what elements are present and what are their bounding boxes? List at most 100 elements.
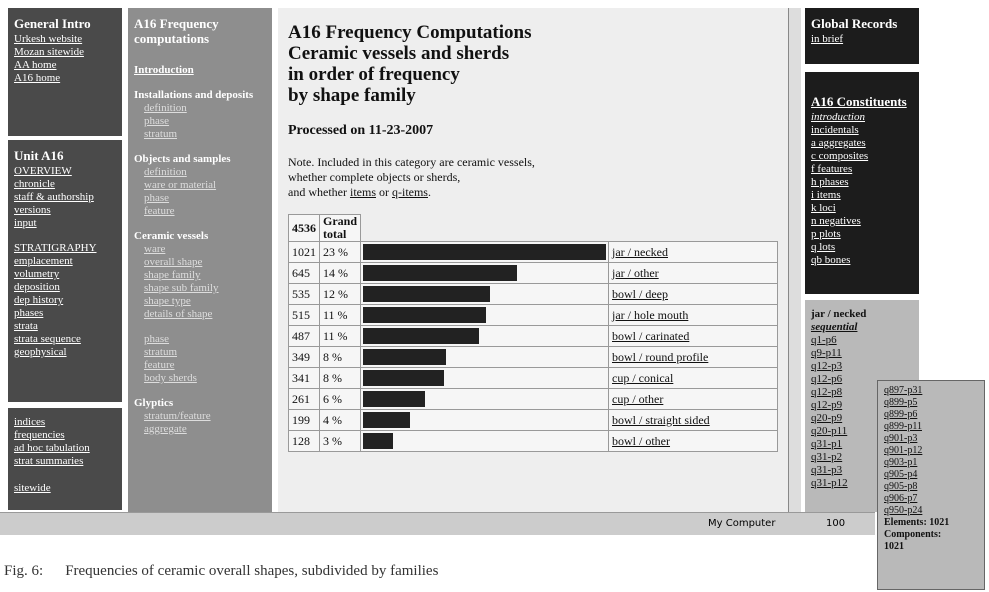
nav-link[interactable]: q901-p12 (884, 445, 923, 456)
shape-link[interactable]: jar / hole mouth (608, 304, 778, 326)
nav-link[interactable]: q lots (811, 241, 836, 253)
nav-link[interactable]: STRATIGRAPHY (14, 242, 97, 254)
nav-link[interactable]: introduction (811, 111, 865, 123)
nav-link[interactable]: q1-p6 (811, 334, 837, 346)
nav-link[interactable]: stratum (144, 128, 177, 140)
nav-link[interactable]: shape sub family (144, 282, 219, 294)
nav-link[interactable]: dep history (14, 294, 64, 306)
nav-link[interactable]: phases (14, 307, 44, 319)
nav-link[interactable]: emplacement (14, 255, 73, 267)
nav-link[interactable]: q12-p6 (811, 373, 843, 385)
nav-link[interactable]: shape family (144, 269, 201, 281)
nav-link[interactable]: n negatives (811, 215, 861, 227)
nav-link[interactable]: chronicle (14, 178, 55, 190)
nav-link[interactable]: versions (14, 204, 51, 216)
nav-link[interactable]: q903-p1 (884, 457, 918, 468)
nav-link[interactable]: A16 home (14, 72, 61, 84)
nav-link[interactable]: q905-p4 (884, 469, 918, 480)
nav-link[interactable]: feature (144, 205, 175, 217)
nav-link[interactable]: q899-p5 (884, 397, 918, 408)
scrollbar[interactable] (788, 8, 801, 512)
nav-link[interactable]: input (14, 217, 37, 229)
nav-link[interactable]: stratum/feature (144, 410, 211, 422)
nav-link[interactable]: feature (144, 359, 175, 371)
nav-link[interactable]: q950-p24 (884, 505, 923, 516)
nav-link[interactable]: in brief (811, 33, 844, 45)
bar (363, 286, 491, 302)
nav-link[interactable]: details of shape (144, 308, 213, 320)
nav-link[interactable]: q31-p3 (811, 464, 843, 476)
shape-link[interactable]: bowl / carinated (608, 325, 778, 347)
nav-link[interactable]: AA home (14, 59, 57, 71)
nav-link[interactable]: deposition (14, 281, 60, 293)
nav-link[interactable]: q31-p1 (811, 438, 843, 450)
nav-link[interactable]: indices (14, 416, 46, 428)
nav-link[interactable]: q20-p11 (811, 425, 848, 437)
nav-link[interactable]: c composites (811, 150, 869, 162)
shape-link[interactable]: jar / other (608, 262, 778, 284)
nav-link[interactable]: ad hoc tabulation (14, 442, 90, 454)
nav-link[interactable]: strat summaries (14, 455, 84, 467)
shape-link[interactable]: bowl / deep (608, 283, 778, 305)
shape-link[interactable]: cup / other (608, 388, 778, 410)
nav-link[interactable]: overall shape (144, 256, 203, 268)
nav-link[interactable]: q20-p9 (811, 412, 843, 424)
shape-link[interactable]: bowl / other (608, 430, 778, 452)
nav-link[interactable]: i items (811, 189, 841, 201)
note-link[interactable]: q-items (391, 185, 428, 199)
note-link[interactable]: items (349, 185, 376, 199)
nav-link[interactable]: definition (144, 102, 187, 114)
frame-title[interactable]: A16 Constituents (811, 94, 907, 109)
nav-link[interactable]: q897-p31 (884, 385, 923, 396)
nav-link[interactable]: q9-p11 (811, 347, 842, 359)
shape-link[interactable]: jar / necked (608, 241, 778, 263)
nav-link[interactable]: OVERVIEW (14, 165, 72, 177)
nav-link[interactable]: q906-p7 (884, 493, 918, 504)
nav-link[interactable]: q31-p12 (811, 477, 848, 489)
table-row: 261 6 % cup / other (288, 388, 778, 410)
nav-link[interactable]: volumetry (14, 268, 60, 280)
main-title: A16 Frequency Computations Ceramic vessel… (288, 22, 778, 106)
nav-link[interactable]: staff & authorship (14, 191, 94, 203)
nav-link[interactable]: q31-p2 (811, 451, 843, 463)
nav-link[interactable]: q12-p9 (811, 399, 843, 411)
nav-link[interactable]: f features (811, 163, 853, 175)
nav-link[interactable]: frequencies (14, 429, 65, 441)
nav-link[interactable]: strata (14, 320, 38, 332)
nav-link[interactable]: Mozan sitewide (14, 46, 84, 58)
nav-link[interactable]: p plots (811, 228, 841, 240)
nav-link[interactable]: q12-p8 (811, 386, 843, 398)
nav-link[interactable]: geophysical (14, 346, 67, 358)
nav-link[interactable]: ware (144, 243, 166, 255)
count: 199 (288, 409, 320, 431)
nav-link[interactable]: k loci (811, 202, 836, 214)
bar-cell (360, 346, 610, 368)
nav-link[interactable]: phase (144, 333, 170, 345)
nav-link[interactable]: sitewide (14, 482, 51, 494)
nav-link[interactable]: Introduction (134, 64, 194, 76)
nav-link[interactable]: phase (144, 115, 170, 127)
nav-link[interactable]: Urkesh website (14, 33, 83, 45)
nav-link[interactable]: q899-p6 (884, 409, 918, 420)
nav-link[interactable]: stratum (144, 346, 177, 358)
nav-link[interactable]: aggregate (144, 423, 187, 435)
nav-link[interactable]: shape type (144, 295, 191, 307)
nav-link[interactable]: definition (144, 166, 187, 178)
nav-link[interactable]: q901-p3 (884, 433, 918, 444)
popup-components: Components: (884, 529, 942, 540)
nav-link[interactable]: incidentals (811, 124, 859, 136)
nav-link[interactable]: q899-p11 (884, 421, 922, 432)
shape-link[interactable]: bowl / round profile (608, 346, 778, 368)
nav-link[interactable]: strata sequence (14, 333, 81, 345)
nav-link[interactable]: a aggregates (811, 137, 866, 149)
nav-link[interactable]: sequential (811, 321, 858, 333)
nav-link[interactable]: h phases (811, 176, 849, 188)
nav-link[interactable]: ware or material (144, 179, 217, 191)
nav-link[interactable]: phase (144, 192, 170, 204)
nav-link[interactable]: body sherds (144, 372, 197, 384)
shape-link[interactable]: cup / conical (608, 367, 778, 389)
shape-link[interactable]: bowl / straight sided (608, 409, 778, 431)
nav-link[interactable]: q905-p8 (884, 481, 918, 492)
nav-link[interactable]: q12-p3 (811, 360, 843, 372)
nav-link[interactable]: qb bones (811, 254, 851, 266)
